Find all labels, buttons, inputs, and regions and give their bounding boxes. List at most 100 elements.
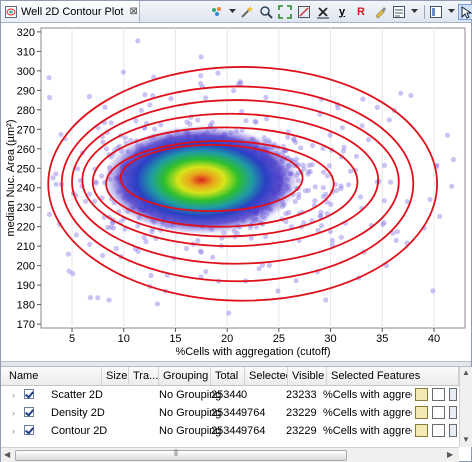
layer-grouping: No Grouping: [159, 425, 222, 437]
tab-well-2d-contour-plot[interactable]: Well 2D Contour Plot ⊠: [1, 1, 140, 22]
scatter-point: [321, 169, 327, 175]
expand-chevron-icon[interactable]: ›: [12, 426, 15, 436]
vertical-scrollbar[interactable]: ▲ ▼: [459, 367, 472, 447]
scatter-point: [301, 166, 307, 172]
edit-layer-icon[interactable]: [415, 424, 428, 437]
scatter-point: [138, 107, 144, 113]
remove-layer-icon[interactable]: [432, 406, 445, 419]
scatter-point: [86, 191, 92, 197]
aspect-ratio-icon[interactable]: [296, 4, 312, 20]
selection-mode-icon[interactable]: [458, 3, 472, 20]
scatter-point: [359, 123, 365, 129]
layer-settings-icon[interactable]: [449, 388, 457, 401]
scatter-point: [283, 218, 289, 225]
scatter-point: [305, 171, 311, 177]
close-tab-icon[interactable]: ⊠: [129, 6, 138, 17]
remove-layer-icon[interactable]: [432, 388, 445, 401]
column-header-transparency[interactable]: Tra...: [129, 367, 159, 385]
layer-selected: 0: [241, 389, 248, 401]
scatter-point: [87, 241, 93, 247]
splitter-sash[interactable]: [1, 361, 471, 367]
layer-visibility-checkbox[interactable]: [24, 425, 34, 435]
zoom-icon[interactable]: [258, 4, 274, 20]
scatter-point: [92, 179, 99, 185]
layer-visible: 23229: [286, 407, 317, 419]
dropdown-arrow-icon[interactable]: [228, 4, 236, 20]
y-axis-icon[interactable]: y: [338, 5, 346, 18]
y-tick-label: 180: [17, 300, 35, 312]
scatter-point: [158, 122, 164, 128]
layer-visibility-checkbox[interactable]: [24, 407, 34, 417]
column-header-size[interactable]: Size: [102, 367, 129, 385]
column-header-total[interactable]: Total: [211, 367, 245, 385]
contour-line: [91, 126, 359, 238]
contour-chart[interactable]: 5 10 15 20 25 30 35 40 170 180 190 200 210 220 230 240…: [1, 23, 471, 361]
edit-layer-icon[interactable]: [415, 406, 428, 419]
expand-chevron-icon[interactable]: ›: [12, 390, 15, 400]
scatter-point: [210, 254, 216, 260]
scatter-point: [263, 234, 269, 240]
scatter-point: [437, 213, 443, 219]
scatter-point: [323, 191, 329, 197]
reset-selection-icon[interactable]: R: [357, 5, 365, 18]
wand-icon[interactable]: [239, 4, 255, 20]
scatter-point: [334, 187, 340, 193]
layer-selected-features: %Cells with aggregation (c: [323, 425, 412, 437]
edit-layer-icon[interactable]: [415, 388, 428, 401]
scroll-up-icon[interactable]: ▲: [462, 368, 470, 377]
horizontal-scrollbar[interactable]: ◀ ⦀ ▶: [1, 447, 459, 462]
layer-selected: 9764: [241, 425, 266, 437]
layer-settings-icon[interactable]: [449, 406, 457, 419]
scroll-down-icon[interactable]: ▼: [462, 435, 470, 444]
scatter-point: [103, 146, 109, 152]
layer-settings-icon[interactable]: [449, 424, 457, 437]
expand-chevron-icon[interactable]: ›: [12, 408, 15, 418]
legend-dropdown-arrow-icon[interactable]: [410, 4, 418, 20]
y-tick-label: 230: [17, 202, 35, 214]
scatter-point: [66, 268, 72, 274]
scatter-point: [46, 211, 53, 218]
scatter-point: [149, 229, 155, 235]
remove-layer-icon[interactable]: [432, 424, 445, 437]
view-menu-icon[interactable]: [428, 4, 444, 20]
x-axis-icon[interactable]: [315, 4, 331, 20]
scroll-right-icon[interactable]: ▶: [447, 450, 454, 459]
scatter-point: [53, 181, 59, 187]
layer-grouping: No Grouping: [159, 407, 222, 419]
contour-plot-area[interactable]: 5 10 15 20 25 30 35 40 170 180 190 200 210 220 230 240…: [1, 23, 471, 361]
column-header-name[interactable]: Name: [1, 367, 102, 385]
table-row[interactable]: › Contour 2D No Grouping 25344 9764 2322…: [1, 422, 459, 440]
horizontal-scroll-thumb[interactable]: ⦀: [15, 448, 347, 461]
scatter-point: [292, 198, 298, 205]
color-brush-icon[interactable]: [372, 4, 388, 20]
x-tick-label: 40: [428, 333, 440, 345]
scatter-point: [320, 185, 326, 191]
scatter-point: [120, 69, 126, 75]
column-header-selected[interactable]: Selected: [245, 367, 288, 385]
scatter-point: [450, 156, 457, 163]
scatter-point: [408, 92, 414, 98]
scatter-point: [306, 162, 312, 168]
contour-line: [71, 99, 400, 265]
layer-visibility-checkbox[interactable]: [24, 389, 34, 399]
scatter-point: [366, 137, 372, 143]
column-header-visible[interactable]: Visible: [288, 367, 327, 385]
scatter-point: [198, 249, 204, 255]
y-tick-label: 320: [17, 27, 35, 39]
x-tick-label: 10: [118, 333, 130, 345]
legend-icon[interactable]: [391, 4, 407, 20]
x-tick-label: 35: [376, 333, 388, 345]
table-row[interactable]: › Scatter 2D No Grouping 25344 0 23233 %…: [1, 386, 459, 404]
view-menu-dropdown-arrow-icon[interactable]: [447, 4, 455, 20]
scroll-left-icon[interactable]: ◀: [4, 450, 11, 459]
scatter-point: [317, 213, 323, 219]
column-header-selected-features[interactable]: Selected Features: [327, 367, 459, 385]
fit-to-view-icon[interactable]: [277, 4, 293, 20]
column-header-grouping[interactable]: Grouping: [159, 367, 211, 385]
table-row[interactable]: › Density 2D No Grouping 25344 9764 2322…: [1, 404, 459, 422]
scatter-point: [50, 175, 56, 181]
layer-name: Scatter 2D: [51, 389, 103, 401]
layers-icon[interactable]: [209, 4, 225, 20]
scatter-point: [341, 144, 347, 150]
